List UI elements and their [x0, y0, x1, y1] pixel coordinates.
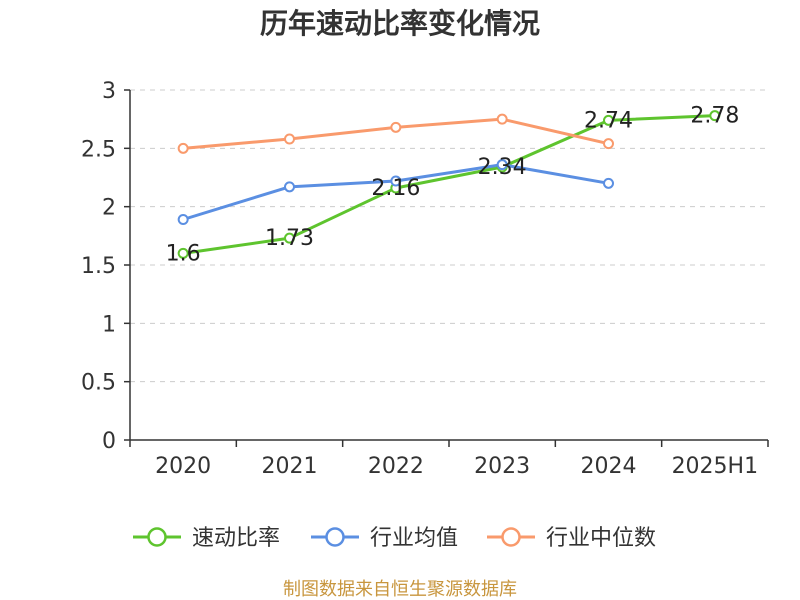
- plot-series: [181, 114, 717, 255]
- y-tick-label: 0.5: [81, 371, 116, 396]
- y-tick-label: 2: [102, 196, 116, 221]
- x-tick-label: 2025H1: [672, 454, 759, 479]
- legend-marker-icon: [501, 527, 521, 547]
- legend-label: 速动比率: [192, 526, 280, 551]
- industry-median-point: [496, 113, 508, 125]
- quick-ratio-data-label: 1.73: [265, 226, 314, 251]
- quick-ratio-point: [603, 114, 614, 126]
- y-tick-label: 3: [102, 79, 116, 104]
- data-points: [177, 110, 721, 259]
- quick-ratio-data-label: 2.16: [371, 176, 420, 201]
- x-tick-label: 2020: [155, 454, 211, 479]
- industry-mean-point: [603, 177, 614, 189]
- legend-item-industry-mean[interactable]: 行业均值: [311, 526, 458, 551]
- axes: 0 0.5 1 1.5 2 2.5 3 2020 2021 2022 2023 2024 2025H1: [81, 79, 769, 479]
- industry-median-point: [390, 121, 402, 133]
- quick-ratio-point: [177, 247, 189, 259]
- industry-mean-point: [177, 214, 189, 225]
- y-tick-label: 1.5: [81, 254, 116, 279]
- data-labels: 1.6 1.73 2.16 2.34 2.74 2.78: [166, 104, 740, 267]
- source-note: 制图数据来自恒生聚源数据库: [283, 579, 517, 600]
- legend-marker-icon: [325, 527, 345, 547]
- y-tick-label: 0: [102, 429, 116, 454]
- industry-mean-point: [284, 181, 295, 193]
- quick-ratio-data-label: 2.34: [478, 155, 527, 180]
- y-tick-label: 2.5: [81, 137, 116, 162]
- gridlines: [130, 89, 768, 383]
- industry-median-point: [603, 138, 614, 150]
- quick-ratio-point: [284, 232, 295, 244]
- chart-title: 历年速动比率变化情况: [260, 7, 540, 40]
- x-tick-label: 2024: [581, 454, 637, 479]
- x-tick-label: 2023: [474, 454, 530, 479]
- quick-ratio-data-label: 2.74: [584, 108, 633, 133]
- industry-mean-point: [390, 175, 402, 187]
- legend: 速动比率 行业均值 行业中位数: [133, 526, 656, 551]
- quick-ratio-data-label: 1.6: [166, 241, 201, 266]
- x-tick-label: 2022: [368, 454, 424, 479]
- quick-ratio-data-label: 2.78: [690, 104, 739, 129]
- legend-item-quick-ratio[interactable]: 速动比率: [133, 526, 280, 551]
- legend-label: 行业均值: [370, 526, 458, 551]
- legend-item-industry-median[interactable]: 行业中位数: [487, 526, 656, 551]
- x-tick-label: 2021: [262, 454, 318, 479]
- quick-ratio-point: [709, 110, 721, 122]
- industry-median-point: [177, 142, 189, 154]
- quick-ratio-line: [181, 114, 717, 255]
- legend-marker-icon: [147, 527, 167, 547]
- industry-median-point: [284, 133, 295, 145]
- industry-mean-point: [496, 159, 508, 171]
- legend-label: 行业中位数: [546, 526, 656, 551]
- y-tick-label: 1: [102, 312, 116, 337]
